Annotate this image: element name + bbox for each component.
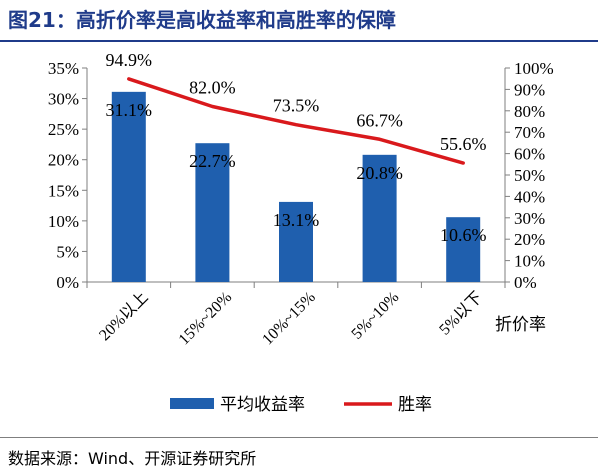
right-tick-label: 80% bbox=[514, 102, 545, 121]
right-tick-label: 10% bbox=[514, 252, 545, 271]
right-tick-label: 30% bbox=[514, 209, 545, 228]
right-tick-label: 0% bbox=[514, 273, 537, 292]
bar bbox=[111, 91, 146, 283]
legend-bar-label: 平均收益率 bbox=[220, 395, 305, 414]
bar-value-label: 10.6% bbox=[440, 225, 487, 245]
left-tick-label: 20% bbox=[48, 151, 79, 170]
right-tick-label: 20% bbox=[514, 230, 545, 249]
legend-bar-swatch bbox=[170, 398, 214, 409]
line-series bbox=[127, 77, 465, 165]
left-tick-label: 5% bbox=[56, 242, 79, 261]
x-tick-label: 20%以上 bbox=[96, 288, 152, 344]
line-value-label: 94.9% bbox=[106, 50, 153, 70]
x-tick-label: 5%以下 bbox=[436, 289, 486, 339]
legend: 平均收益率 胜率 bbox=[170, 395, 432, 414]
legend-line-label: 胜率 bbox=[398, 395, 432, 414]
source-rule bbox=[0, 437, 598, 438]
title-rule bbox=[0, 40, 598, 42]
x-tick-label: 5%~10% bbox=[348, 289, 402, 343]
data-labels: 31.1% 22.7% 13.1% 20.8% 10.6% 94.9% 82.0% 73.5%… bbox=[106, 50, 487, 245]
x-tick-label: 10%~15% bbox=[259, 289, 319, 349]
right-tick-label: 50% bbox=[514, 166, 545, 185]
figure-title: 图21：高折价率是高收益率和高胜率的保障 bbox=[8, 8, 396, 32]
bar-series bbox=[111, 91, 481, 283]
bar-value-label: 22.7% bbox=[189, 151, 236, 171]
right-tick-label: 100% bbox=[514, 59, 554, 78]
left-tick-label: 30% bbox=[48, 90, 79, 109]
line-value-label: 55.6% bbox=[440, 134, 487, 154]
right-tick-label: 60% bbox=[514, 145, 545, 164]
left-tick-label: 25% bbox=[48, 120, 79, 139]
bar bbox=[446, 217, 481, 282]
combo-chart: 0% 5% 10% 15% 20% 25% 30% 35% 0% 10% 20% 30% 40% 50% 6… bbox=[48, 50, 554, 414]
bar-value-label: 13.1% bbox=[273, 210, 320, 230]
bar-value-label: 31.1% bbox=[106, 100, 153, 120]
bar-value-label: 20.8% bbox=[356, 163, 403, 183]
line-value-label: 82.0% bbox=[189, 78, 236, 98]
source-note: 数据来源：Wind、开源证券研究所 bbox=[8, 449, 257, 468]
bar bbox=[279, 201, 313, 282]
x-tick-label: 15%~20% bbox=[176, 289, 236, 349]
right-tick-label: 90% bbox=[514, 80, 545, 99]
right-tick-label: 40% bbox=[514, 187, 545, 206]
left-tick-label: 10% bbox=[48, 212, 79, 231]
left-tick-label: 35% bbox=[48, 59, 79, 78]
bar bbox=[195, 143, 230, 282]
right-tick-label: 70% bbox=[514, 123, 545, 142]
line-value-label: 66.7% bbox=[356, 110, 403, 130]
left-tick-label: 15% bbox=[48, 181, 79, 200]
win-rate-line bbox=[127, 77, 465, 165]
x-axis-title: 折价率 bbox=[495, 315, 546, 334]
bar bbox=[362, 154, 397, 282]
line-value-label: 73.5% bbox=[273, 96, 320, 116]
left-tick-label: 0% bbox=[56, 273, 79, 292]
